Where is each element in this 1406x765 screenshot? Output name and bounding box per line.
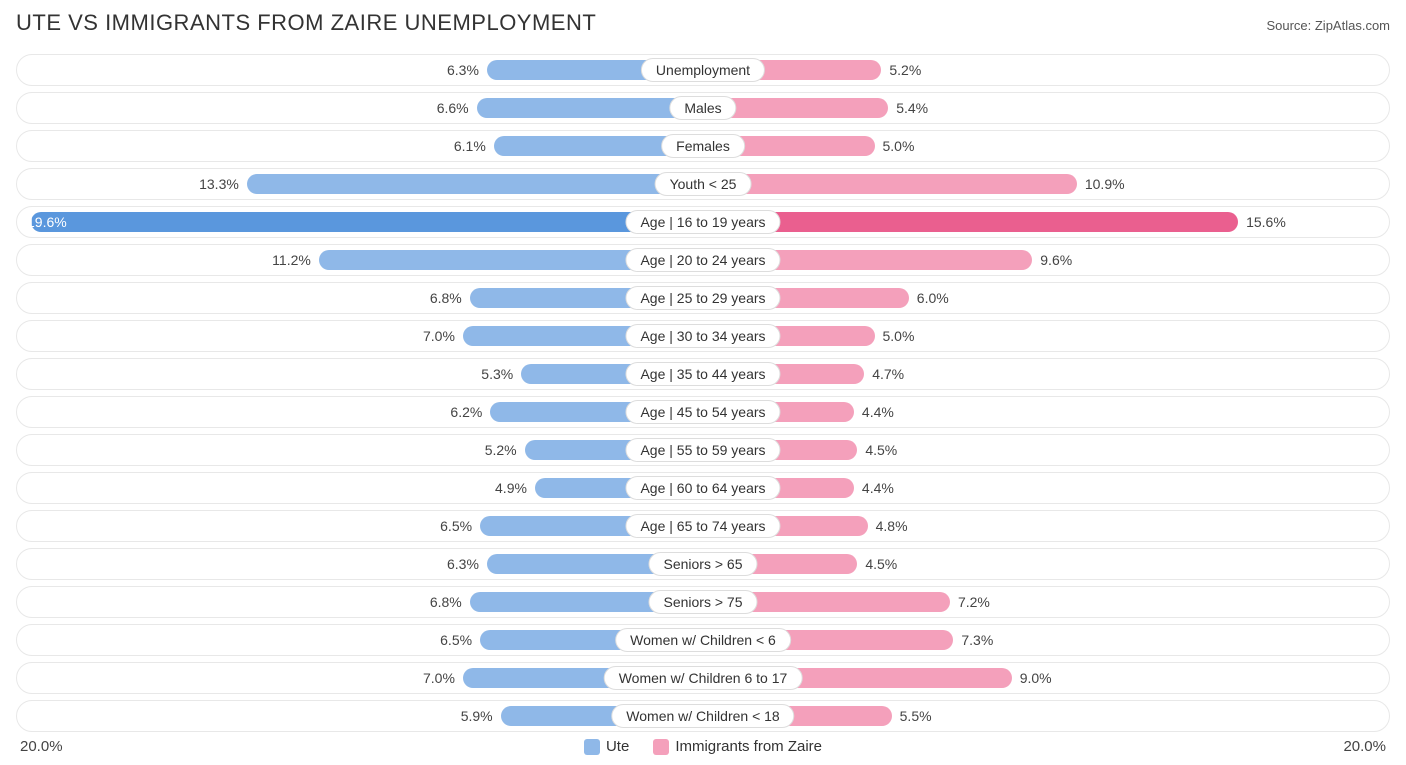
value-label-right: 4.5%	[865, 442, 897, 458]
category-label: Seniors > 65	[649, 552, 758, 576]
value-label-left: 6.5%	[440, 632, 472, 648]
category-label: Women w/ Children 6 to 17	[604, 666, 803, 690]
legend-label-right: Immigrants from Zaire	[675, 738, 822, 755]
value-label-right: 7.2%	[958, 594, 990, 610]
value-label-left: 5.9%	[461, 708, 493, 724]
value-label-left: 11.2%	[272, 252, 311, 268]
chart-row: 6.8% 6.0% Age | 25 to 29 years	[16, 282, 1390, 314]
category-label: Age | 16 to 19 years	[625, 210, 780, 234]
chart-row: 6.6% 5.4% Males	[16, 92, 1390, 124]
category-label: Age | 35 to 44 years	[625, 362, 780, 386]
category-label: Women w/ Children < 6	[615, 628, 791, 652]
chart-row: 6.5% 7.3% Women w/ Children < 6	[16, 624, 1390, 656]
value-label-left: 6.3%	[447, 62, 479, 78]
chart-row: 6.3% 4.5% Seniors > 65	[16, 548, 1390, 580]
value-label-right: 4.4%	[862, 404, 894, 420]
diverging-bar-chart: 6.3% 5.2% Unemployment 6.6% 5.4% Males 6.1% 5.0…	[16, 54, 1390, 732]
value-label-left: 6.1%	[454, 138, 486, 154]
chart-row: 6.3% 5.2% Unemployment	[16, 54, 1390, 86]
category-label: Males	[669, 96, 736, 120]
chart-header: UTE VS IMMIGRANTS FROM ZAIRE UNEMPLOYMEN…	[16, 10, 1390, 36]
chart-row: 11.2% 9.6% Age | 20 to 24 years	[16, 244, 1390, 276]
value-label-left: 5.2%	[485, 442, 517, 458]
chart-row: 6.1% 5.0% Females	[16, 130, 1390, 162]
category-label: Age | 55 to 59 years	[625, 438, 780, 462]
value-label-left: 13.3%	[199, 176, 239, 192]
category-label: Women w/ Children < 18	[611, 704, 794, 728]
category-label: Unemployment	[641, 58, 765, 82]
value-label-left: 6.3%	[447, 556, 479, 572]
chart-row: 19.6% 15.6% Age | 16 to 19 years	[16, 206, 1390, 238]
value-label-right: 6.0%	[917, 290, 949, 306]
axis-max-left: 20.0%	[20, 738, 63, 755]
legend-item-left: Ute	[584, 738, 629, 755]
value-label-left: 6.5%	[440, 518, 472, 534]
chart-row: 5.3% 4.7% Age | 35 to 44 years	[16, 358, 1390, 390]
value-label-right: 9.6%	[1040, 252, 1072, 268]
value-label-right: 5.0%	[883, 328, 915, 344]
value-label-right: 4.4%	[862, 480, 894, 496]
value-label-left: 6.2%	[450, 404, 482, 420]
chart-row: 5.9% 5.5% Women w/ Children < 18	[16, 700, 1390, 732]
chart-row: 6.5% 4.8% Age | 65 to 74 years	[16, 510, 1390, 542]
legend-label-left: Ute	[606, 738, 629, 755]
legend-item-right: Immigrants from Zaire	[653, 738, 822, 755]
chart-source: Source: ZipAtlas.com	[1266, 18, 1390, 33]
category-label: Age | 25 to 29 years	[625, 286, 780, 310]
chart-row: 7.0% 5.0% Age | 30 to 34 years	[16, 320, 1390, 352]
chart-footer: 20.0% Ute Immigrants from Zaire 20.0%	[16, 738, 1390, 755]
chart-title: UTE VS IMMIGRANTS FROM ZAIRE UNEMPLOYMEN…	[16, 10, 596, 36]
legend-swatch-left	[584, 739, 600, 755]
category-label: Age | 30 to 34 years	[625, 324, 780, 348]
value-label-left: 7.0%	[423, 670, 455, 686]
bar-left	[247, 174, 703, 194]
value-label-right: 10.9%	[1085, 176, 1125, 192]
legend: Ute Immigrants from Zaire	[584, 738, 822, 755]
chart-row: 7.0% 9.0% Women w/ Children 6 to 17	[16, 662, 1390, 694]
chart-row: 4.9% 4.4% Age | 60 to 64 years	[16, 472, 1390, 504]
value-label-left: 6.8%	[430, 290, 462, 306]
chart-row: 13.3% 10.9% Youth < 25	[16, 168, 1390, 200]
value-label-left: 6.6%	[437, 100, 469, 116]
value-label-left: 5.3%	[481, 366, 513, 382]
category-label: Age | 65 to 74 years	[625, 514, 780, 538]
legend-swatch-right	[653, 739, 669, 755]
value-label-right: 9.0%	[1020, 670, 1052, 686]
bar-right	[703, 212, 1238, 232]
value-label-right: 4.8%	[876, 518, 908, 534]
value-label-right: 4.7%	[872, 366, 904, 382]
value-label-left: 19.6%	[27, 214, 67, 230]
chart-row: 6.2% 4.4% Age | 45 to 54 years	[16, 396, 1390, 428]
category-label: Age | 60 to 64 years	[625, 476, 780, 500]
axis-max-right: 20.0%	[1343, 738, 1386, 755]
bar-left	[31, 212, 703, 232]
value-label-left: 4.9%	[495, 480, 527, 496]
value-label-left: 6.8%	[430, 594, 462, 610]
category-label: Seniors > 75	[649, 590, 758, 614]
value-label-right: 5.2%	[889, 62, 921, 78]
value-label-right: 5.0%	[883, 138, 915, 154]
value-label-right: 5.5%	[900, 708, 932, 724]
chart-row: 6.8% 7.2% Seniors > 75	[16, 586, 1390, 618]
category-label: Age | 45 to 54 years	[625, 400, 780, 424]
value-label-right: 4.5%	[865, 556, 897, 572]
value-label-right: 7.3%	[961, 632, 993, 648]
category-label: Age | 20 to 24 years	[625, 248, 780, 272]
category-label: Youth < 25	[655, 172, 752, 196]
value-label-right: 15.6%	[1246, 214, 1286, 230]
value-label-left: 7.0%	[423, 328, 455, 344]
bar-right	[703, 174, 1077, 194]
category-label: Females	[661, 134, 745, 158]
value-label-right: 5.4%	[896, 100, 928, 116]
chart-row: 5.2% 4.5% Age | 55 to 59 years	[16, 434, 1390, 466]
